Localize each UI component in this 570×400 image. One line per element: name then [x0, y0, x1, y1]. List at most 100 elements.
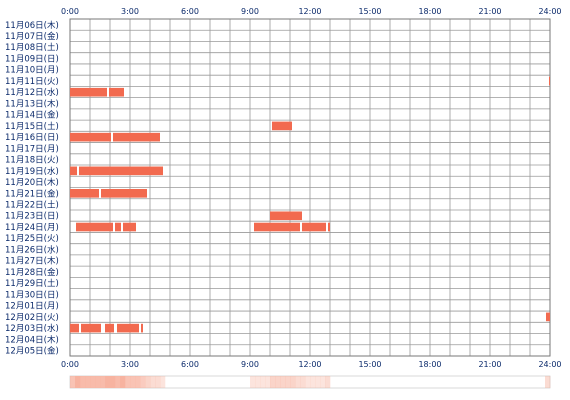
x-tick-label-top: 6:00 [181, 7, 199, 16]
day-label: 11月13日(木) [5, 98, 59, 109]
x-tick-label-top: 15:00 [358, 7, 381, 16]
x-ticks-bottom: 0:00 3:00 6:00 9:00 12:00 15:00 18:00 21:00 24:0… [61, 360, 562, 369]
sleep-segment [115, 222, 121, 232]
x-tick-label-bottom: 21:00 [478, 360, 501, 369]
density-cell [285, 376, 291, 388]
day-label: 12月05日(金) [5, 346, 59, 357]
sleep-segment [113, 132, 160, 142]
x-tick-label-bottom: 24:00 [538, 360, 561, 369]
x-tick-label-top: 21:00 [478, 7, 501, 16]
density-cell [290, 376, 296, 388]
day-label: 11月06日(木) [5, 20, 59, 31]
density-cell [130, 376, 136, 388]
day-label: 11月28日(金) [5, 267, 59, 278]
day-label: 11月21日(金) [5, 188, 59, 199]
sleep-segment [123, 222, 136, 232]
density-cell [80, 376, 86, 388]
day-label: 11月27日(木) [5, 256, 59, 267]
day-label: 11月12日(水) [5, 87, 59, 98]
x-tick-label-bottom: 15:00 [358, 360, 381, 369]
sleep-segment [328, 222, 330, 232]
density-cell [125, 376, 131, 388]
day-label: 12月02日(火) [5, 313, 59, 323]
density-cell [75, 376, 81, 388]
density-cell [280, 376, 286, 388]
chart-grid [69, 18, 551, 357]
density-cell [120, 376, 126, 388]
day-label: 11月24日(月) [5, 223, 59, 233]
day-label: 11月07日(金) [5, 31, 59, 42]
density-cell [255, 376, 261, 388]
sleep-segment [272, 121, 292, 131]
density-cell [95, 376, 101, 388]
sleep-segment [254, 222, 300, 232]
density-cell [140, 376, 146, 388]
day-label: 11月20日(木) [5, 177, 59, 188]
density-cell [300, 376, 306, 388]
x-tick-label-top: 18:00 [418, 7, 441, 16]
day-label: 11月26日(水) [5, 244, 59, 255]
day-label: 11月18日(火) [5, 156, 59, 166]
density-cell [85, 376, 91, 388]
density-cell [295, 376, 301, 388]
day-label: 12月03日(水) [5, 323, 59, 334]
density-cell [90, 376, 96, 388]
x-tick-label-bottom: 0:00 [61, 360, 79, 369]
x-tick-label-top: 9:00 [241, 7, 259, 16]
sleep-segment [70, 323, 79, 333]
sleep-segment [302, 222, 326, 232]
x-tick-label-top: 24:00 [538, 7, 561, 16]
sleep-segment [70, 87, 107, 97]
sleep-segment [70, 132, 111, 142]
density-cell [260, 376, 266, 388]
day-label: 11月22日(土) [5, 199, 59, 210]
sleep-segment [101, 189, 147, 198]
density-cell [145, 376, 151, 388]
sleep-segment [70, 189, 99, 198]
x-tick-label-top: 12:00 [298, 7, 321, 16]
density-cell [150, 376, 156, 388]
x-ticks-top: 0:00 3:00 6:00 9:00 12:00 15:00 18:00 21:00 24:0… [61, 7, 562, 16]
sleep-segment [70, 166, 77, 176]
day-label: 11月14日(金) [5, 110, 59, 121]
day-label: 11月29日(土) [5, 278, 59, 289]
day-label: 11月15日(土) [5, 121, 59, 132]
sleep-segment [117, 323, 139, 333]
density-cell [320, 376, 326, 388]
day-label: 11月19日(水) [5, 166, 59, 177]
density-strip [69, 375, 551, 389]
density-cell [310, 376, 316, 388]
sleep-segment [81, 323, 101, 333]
density-cell [265, 376, 271, 388]
density-cell [315, 376, 321, 388]
sleep-segment [549, 76, 550, 86]
density-cell [105, 376, 111, 388]
density-cell [250, 376, 256, 388]
day-label: 11月08日(土) [5, 42, 59, 53]
day-labels: 11月06日(木)11月07日(金)11月08日(土)11月09日(日) 11月1… [5, 20, 59, 357]
density-cell [545, 376, 551, 388]
density-cell [155, 376, 161, 388]
density-cell [270, 376, 276, 388]
day-label: 12月01日(月) [5, 302, 59, 312]
sleep-segment [76, 222, 113, 232]
x-tick-label-bottom: 3:00 [121, 360, 139, 369]
day-label: 11月10日(月) [5, 66, 59, 76]
day-label: 11月11日(火) [5, 77, 59, 87]
sleep-segment [109, 87, 124, 97]
density-cell [115, 376, 121, 388]
density-cell [325, 376, 331, 388]
x-tick-label-bottom: 18:00 [418, 360, 441, 369]
x-tick-label-top: 0:00 [61, 7, 79, 16]
day-label: 11月17日(月) [5, 144, 59, 154]
x-tick-label-bottom: 6:00 [181, 360, 199, 369]
x-tick-label-bottom: 12:00 [298, 360, 321, 369]
day-label: 11月16日(日) [5, 133, 59, 143]
day-label: 11月25日(火) [5, 234, 59, 244]
plot-border [69, 18, 551, 357]
day-label: 11月23日(日) [5, 212, 59, 222]
sleep-segment [141, 323, 143, 333]
sleep-segment [546, 312, 550, 322]
chart-bars [70, 76, 550, 333]
